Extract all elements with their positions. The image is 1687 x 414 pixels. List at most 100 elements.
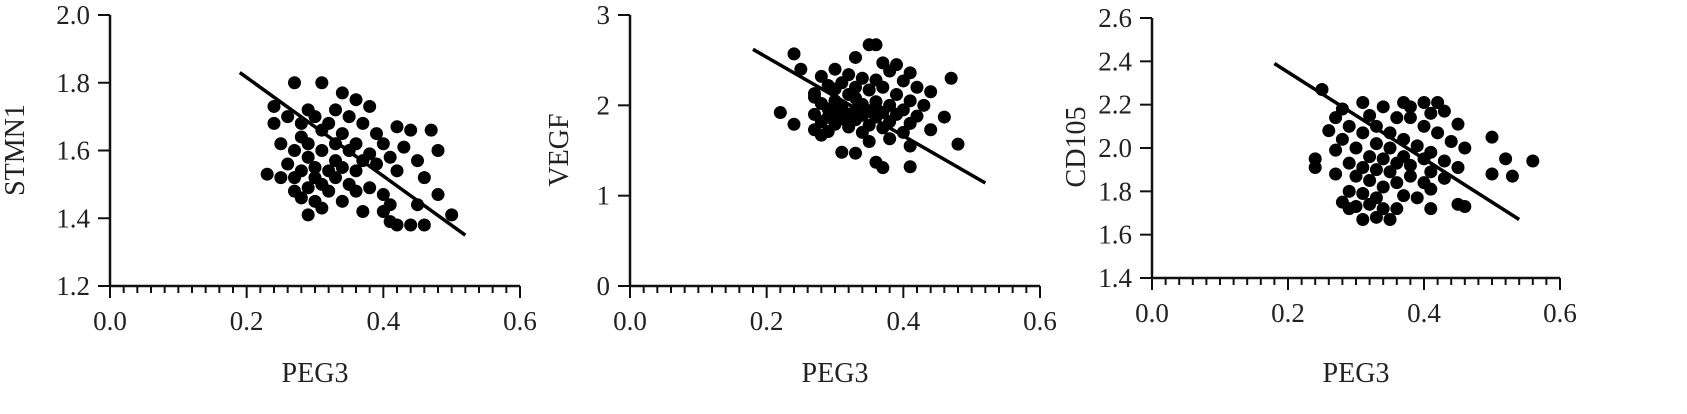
data-point bbox=[383, 150, 397, 164]
data-point bbox=[315, 144, 329, 157]
data-point bbox=[301, 208, 315, 222]
y-tick-label: 2.4 bbox=[1098, 46, 1132, 76]
data-point bbox=[1437, 104, 1451, 118]
data-point bbox=[301, 137, 315, 151]
data-point bbox=[903, 160, 917, 174]
data-point bbox=[390, 120, 404, 134]
data-point bbox=[1485, 167, 1499, 181]
data-point bbox=[1417, 96, 1431, 109]
data-point bbox=[1335, 132, 1349, 146]
data-point bbox=[944, 71, 958, 85]
data-point bbox=[349, 164, 363, 178]
data-point bbox=[294, 191, 308, 205]
data-point bbox=[1363, 174, 1377, 187]
regression-line bbox=[752, 47, 987, 185]
data-point bbox=[849, 50, 862, 64]
data-point bbox=[1451, 117, 1465, 131]
data-point bbox=[1458, 141, 1472, 155]
y-tick-label: 3 bbox=[597, 0, 611, 30]
data-point bbox=[1390, 176, 1404, 190]
data-point bbox=[862, 134, 876, 148]
data-point bbox=[376, 137, 390, 151]
data-point bbox=[335, 127, 349, 141]
data-point bbox=[903, 116, 917, 130]
x-tick-label: 0.2 bbox=[750, 306, 784, 336]
data-point bbox=[1403, 158, 1417, 172]
data-point bbox=[814, 69, 828, 83]
x-axis-title: PEG3 bbox=[1323, 358, 1390, 389]
data-point bbox=[835, 145, 849, 159]
data-point bbox=[1349, 141, 1363, 155]
data-point bbox=[329, 171, 342, 185]
data-point bbox=[274, 171, 288, 185]
data-point bbox=[417, 171, 431, 185]
data-point bbox=[335, 160, 349, 174]
x-tick-label: 0.0 bbox=[613, 306, 647, 336]
data-point bbox=[903, 94, 917, 108]
data-point bbox=[1369, 210, 1383, 224]
data-point bbox=[411, 154, 424, 168]
data-point bbox=[390, 218, 404, 232]
data-point bbox=[910, 80, 924, 94]
y-tick-label: 1.4 bbox=[1098, 263, 1132, 293]
data-point bbox=[937, 110, 951, 124]
data-point bbox=[1308, 161, 1322, 174]
data-point bbox=[288, 144, 301, 157]
data-point bbox=[1410, 139, 1424, 153]
data-point bbox=[1383, 141, 1397, 155]
data-point bbox=[356, 116, 370, 130]
data-point bbox=[1437, 154, 1451, 168]
data-point bbox=[1397, 189, 1411, 203]
data-point bbox=[301, 150, 315, 164]
data-point bbox=[924, 85, 938, 99]
data-point bbox=[390, 164, 404, 178]
data-point bbox=[876, 161, 890, 175]
data-point bbox=[808, 90, 821, 104]
data-point bbox=[787, 117, 801, 131]
x-tick-label: 0.0 bbox=[1135, 298, 1169, 328]
data-point bbox=[267, 99, 281, 113]
data-point bbox=[322, 184, 336, 198]
data-point bbox=[1369, 137, 1383, 151]
data-point bbox=[1390, 202, 1404, 216]
data-point bbox=[1342, 184, 1356, 198]
regression-line bbox=[238, 71, 467, 237]
data-point bbox=[417, 218, 431, 232]
y-tick-label: 0 bbox=[597, 271, 611, 301]
data-point bbox=[1369, 163, 1383, 177]
data-point bbox=[445, 208, 459, 222]
y-axis-title: CD105 bbox=[1061, 107, 1092, 188]
data-point bbox=[404, 218, 418, 232]
data-point bbox=[1329, 167, 1343, 181]
data-point bbox=[862, 83, 876, 97]
data-point bbox=[828, 62, 842, 76]
data-point bbox=[1383, 165, 1397, 179]
data-point bbox=[370, 127, 383, 141]
data-point bbox=[883, 132, 897, 146]
y-axis-title: VEGF bbox=[544, 113, 575, 186]
x-tick-label: 0.2 bbox=[230, 306, 264, 336]
data-point bbox=[1363, 109, 1377, 122]
y-tick-label: 1.6 bbox=[56, 136, 90, 166]
data-point bbox=[335, 194, 349, 208]
data-point bbox=[349, 93, 363, 107]
x-tick-label: 0.6 bbox=[503, 306, 537, 336]
scatter-panel-0: 0.0 0.2 0.4 0.6 1.2 1.4 1.6 1.8 2.0 PEG3 STMN1 bbox=[0, 0, 537, 389]
x-tick-label: 0.6 bbox=[1543, 298, 1577, 328]
data-point bbox=[1349, 169, 1363, 183]
data-point bbox=[849, 146, 862, 160]
x-tick-label: 0.4 bbox=[1407, 298, 1441, 328]
x-tick-label: 0.2 bbox=[1271, 298, 1305, 328]
x-tick-label: 0.4 bbox=[366, 306, 400, 336]
data-point bbox=[404, 123, 418, 137]
data-point bbox=[1403, 169, 1417, 183]
data-point bbox=[842, 120, 856, 134]
data-point bbox=[376, 204, 390, 218]
data-point bbox=[1424, 106, 1438, 120]
data-point bbox=[267, 116, 281, 130]
data-point bbox=[1526, 154, 1540, 168]
scatter-panel-1: 0.0 0.2 0.4 0.6 0 1 2 3 PEG3 VEGF bbox=[544, 0, 1057, 389]
data-point bbox=[883, 64, 897, 78]
data-point bbox=[342, 110, 356, 124]
